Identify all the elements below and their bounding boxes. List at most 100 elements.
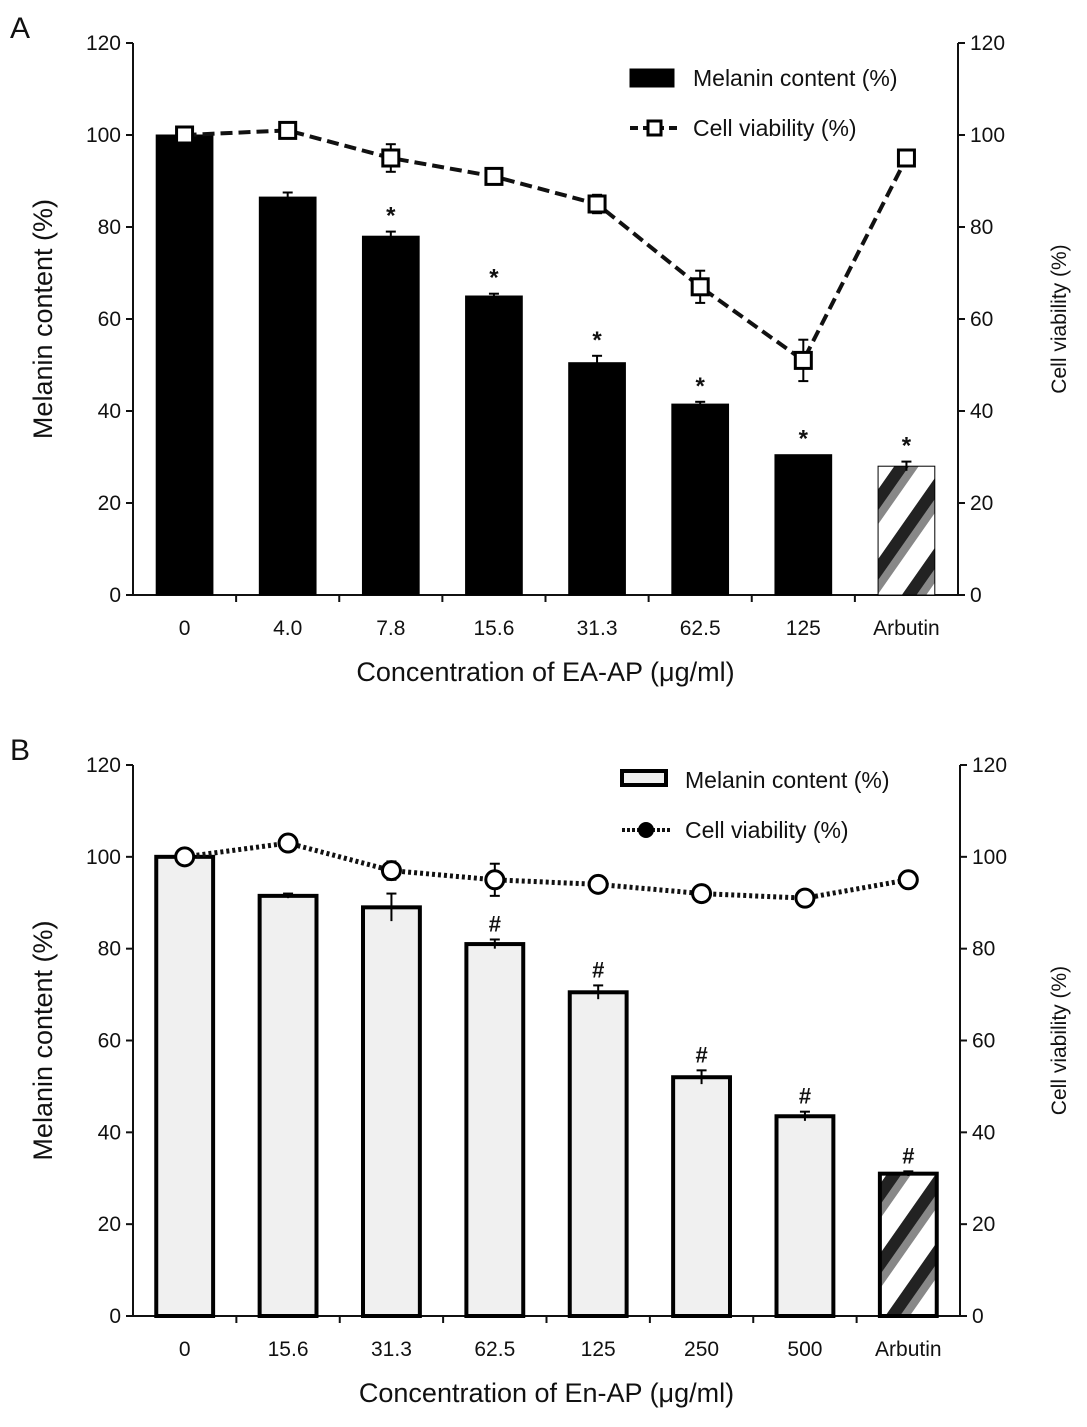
- x-tick-label: 15.6: [268, 1338, 309, 1361]
- viability-marker: [587, 194, 607, 214]
- viability-marker: [690, 277, 710, 297]
- bar: [671, 403, 730, 596]
- y2-tick-label: 60: [972, 1030, 995, 1053]
- y-tick-label: 100: [86, 124, 121, 147]
- panel-b: B 0 0 20 20 40 40 60 60 80 80 100 100 120 120 0 15.6 31.3…: [10, 734, 1071, 1408]
- y2-tick-label: 100: [972, 846, 1007, 869]
- y2-tick-label: 0: [970, 584, 982, 607]
- y2-tick-label: 40: [972, 1121, 995, 1144]
- x-tick-label: Arbutin: [875, 1338, 942, 1361]
- x-tick-label: 7.8: [376, 617, 405, 640]
- y-tick-label: 60: [98, 1030, 121, 1053]
- bar: [154, 854, 216, 1318]
- y-tick-label: 60: [98, 308, 121, 331]
- y-tick-label: 0: [109, 584, 121, 607]
- viability-marker: [793, 350, 813, 370]
- legend-bar-swatch: [629, 68, 675, 88]
- viability-marker: [587, 873, 609, 895]
- bar: [877, 465, 936, 596]
- viability-marker: [691, 883, 713, 905]
- x-tick-label: 125: [786, 617, 821, 640]
- viability-marker: [277, 832, 299, 854]
- x-tick-label: 500: [787, 1338, 822, 1361]
- significance-mark: #: [799, 1084, 811, 1109]
- legend-marker: [638, 822, 654, 838]
- x-tick-label: 125: [581, 1338, 616, 1361]
- significance-mark: *: [799, 426, 809, 453]
- significance-mark: *: [489, 265, 499, 292]
- legend-label: Cell viability (%): [693, 115, 857, 141]
- y-tick-label: 80: [98, 938, 121, 961]
- significance-mark: *: [902, 433, 912, 460]
- legend: Melanin content (%) Cell viability (%): [629, 65, 898, 141]
- y2-axis-title: Cell viability (%): [1048, 966, 1071, 1115]
- y-tick-label: 40: [98, 1121, 121, 1144]
- viability-marker: [484, 166, 504, 186]
- y2-tick-label: 120: [970, 32, 1005, 55]
- x-axis-title: Concentration of EA-AP (μg/ml): [356, 657, 734, 687]
- legend-label: Melanin content (%): [685, 767, 890, 793]
- bar: [258, 196, 317, 596]
- significance-mark: #: [695, 1042, 707, 1067]
- x-tick-label: 62.5: [680, 617, 721, 640]
- y2-tick-label: 80: [972, 938, 995, 961]
- y-tick-label: 120: [86, 32, 121, 55]
- x-tick-label: 62.5: [474, 1338, 515, 1361]
- legend-label: Melanin content (%): [693, 65, 898, 91]
- y-tick-label: 100: [86, 846, 121, 869]
- viability-marker: [794, 887, 816, 909]
- x-tick-label: 31.3: [371, 1338, 412, 1361]
- significance-mark: *: [386, 203, 396, 230]
- significance-mark: *: [592, 327, 602, 354]
- viability-marker: [380, 860, 402, 882]
- y-axis-title: Melanin content (%): [28, 199, 58, 439]
- y2-tick-label: 40: [970, 400, 993, 423]
- x-tick-label: 4.0: [273, 617, 302, 640]
- viability-marker: [484, 869, 506, 891]
- viability-marker: [381, 148, 401, 168]
- x-tick-label: 15.6: [474, 617, 515, 640]
- significance-mark: #: [489, 911, 501, 936]
- y2-axis-title: Cell viability (%): [1048, 244, 1071, 393]
- bar: [361, 235, 420, 596]
- legend-marker: [646, 119, 663, 137]
- bar: [465, 295, 523, 596]
- x-tick-label: 250: [684, 1338, 719, 1361]
- viability-line: [184, 840, 909, 901]
- bar: [155, 134, 214, 596]
- bar: [774, 1114, 836, 1318]
- bar: [464, 942, 526, 1318]
- x-tick-label: Arbutin: [873, 617, 940, 640]
- bar: [257, 893, 319, 1318]
- x-tick-label: 0: [179, 617, 191, 640]
- panel-a: A 0 0 20 20 40 40 60 60 80 80 100 100 120 120 0 4.0 7.8 15…: [10, 12, 1071, 687]
- viability-marker: [174, 846, 196, 868]
- y2-tick-label: 20: [972, 1213, 995, 1236]
- y2-tick-label: 0: [972, 1305, 984, 1328]
- y2-tick-label: 60: [970, 308, 993, 331]
- significance-mark: *: [696, 373, 706, 400]
- bar: [877, 1171, 939, 1318]
- bar: [774, 454, 833, 596]
- bar: [671, 1075, 732, 1318]
- y2-tick-label: 100: [970, 124, 1005, 147]
- y2-tick-label: 120: [972, 754, 1007, 777]
- y-tick-label: 80: [98, 216, 121, 239]
- viability-marker: [897, 869, 919, 891]
- y-tick-label: 20: [98, 492, 121, 515]
- legend-label: Cell viability (%): [685, 817, 849, 843]
- y-tick-label: 120: [86, 754, 121, 777]
- significance-mark: #: [592, 957, 604, 982]
- viability-marker: [896, 148, 916, 168]
- bar: [567, 990, 629, 1318]
- legend: Melanin content (%) Cell viability (%): [620, 767, 890, 843]
- x-tick-label: 31.3: [577, 617, 618, 640]
- viability-marker: [175, 125, 195, 145]
- x-tick-label: 0: [179, 1338, 191, 1361]
- y-tick-label: 0: [109, 1305, 121, 1328]
- y2-tick-label: 20: [970, 492, 993, 515]
- viability-marker: [278, 120, 298, 140]
- legend-bar-swatch: [620, 769, 668, 787]
- y2-tick-label: 80: [970, 216, 993, 239]
